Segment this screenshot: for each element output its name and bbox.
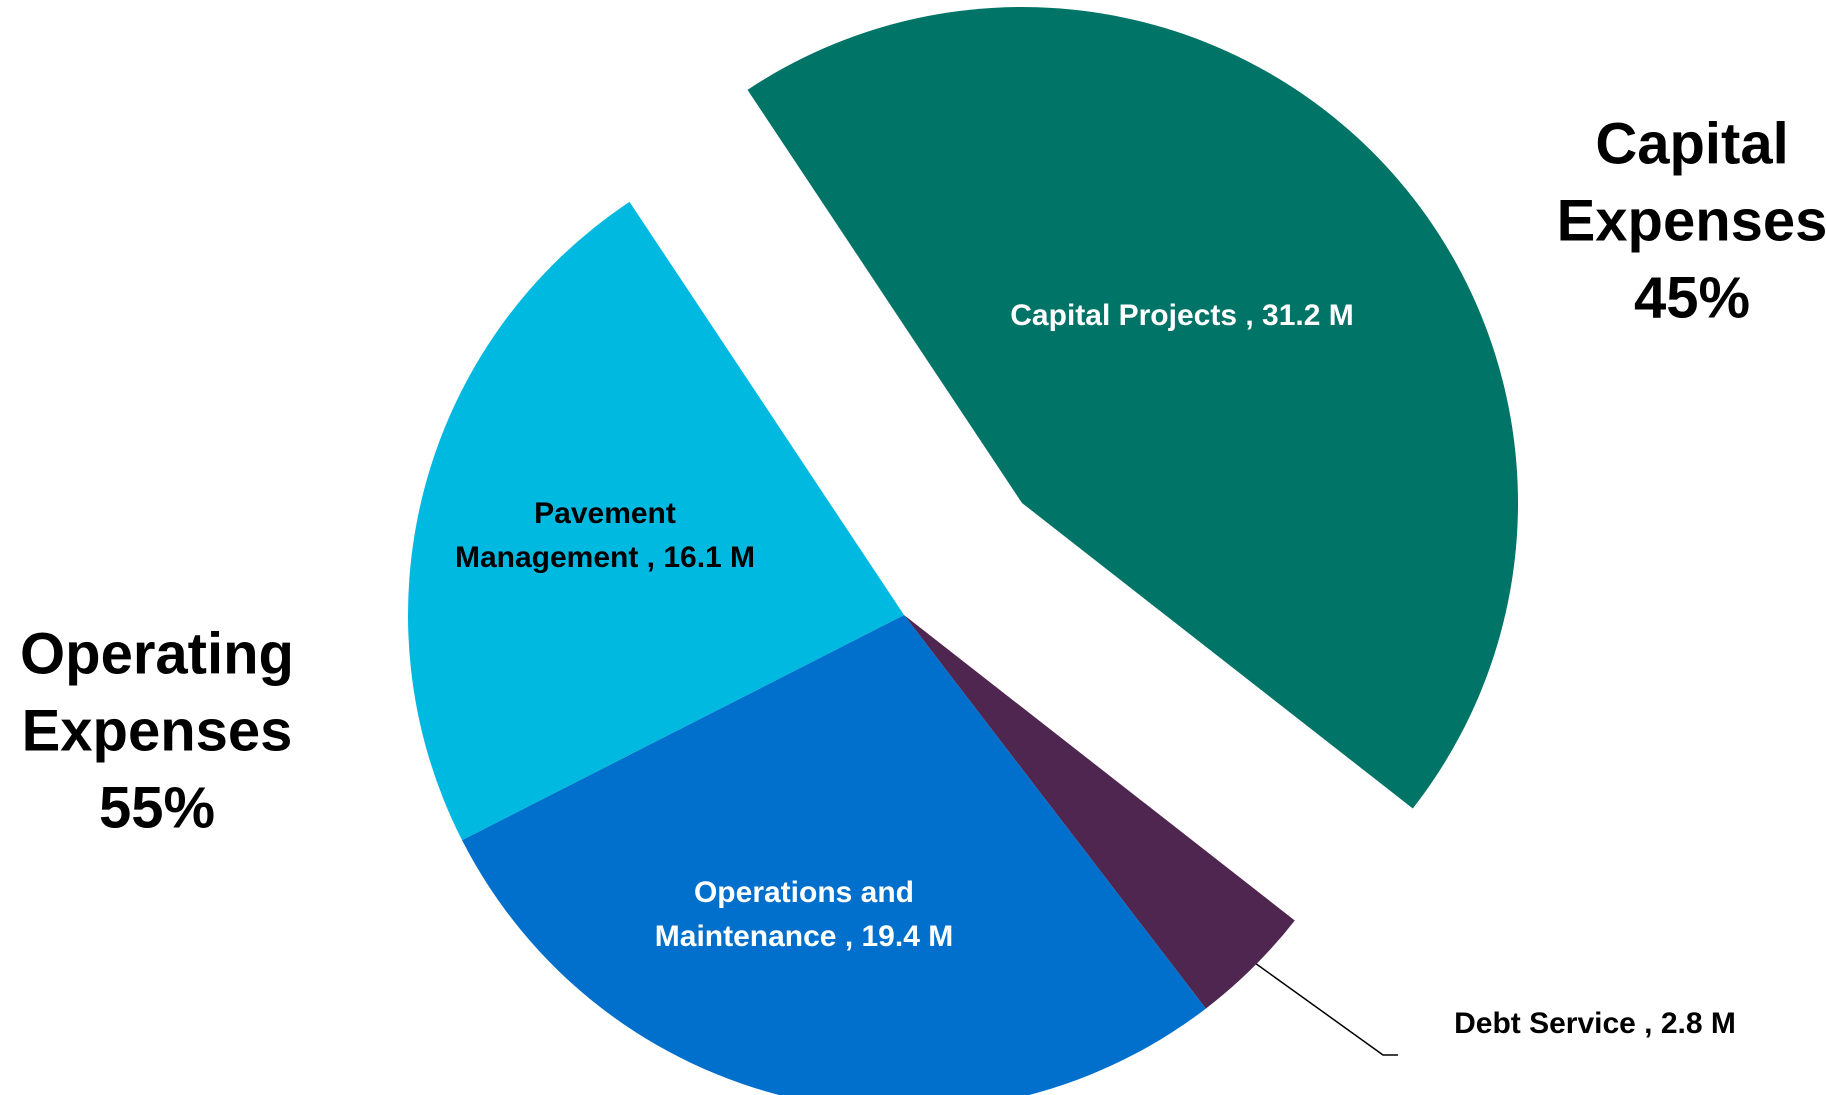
group-label: Capital [1595, 111, 1788, 176]
pie-slice [408, 201, 904, 841]
data-label: Pavement [534, 497, 676, 530]
data-label: Maintenance , 19.4 M [655, 920, 953, 953]
pie-slice [904, 615, 1295, 1009]
group-label: Expenses [1557, 188, 1826, 253]
group-percent: 55% [99, 775, 215, 840]
data-label: Operations and [694, 876, 914, 909]
group-label: Operating [20, 621, 294, 686]
data-label: Capital Projects , 31.2 M [1010, 299, 1353, 332]
data-label: Debt Service , 2.8 M [1454, 1007, 1736, 1040]
leader-line [1254, 962, 1398, 1056]
data-label: Management , 16.1 M [455, 541, 755, 574]
group-percent: 45% [1634, 265, 1750, 330]
pie-slice [462, 615, 1206, 1095]
pie-slice [747, 7, 1518, 809]
group-label: Expenses [22, 698, 293, 763]
